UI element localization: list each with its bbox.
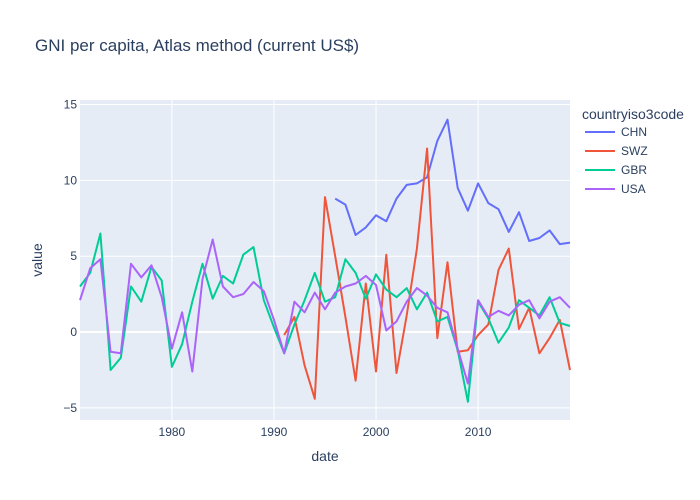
x-tick-label-0: 1980 xyxy=(159,425,186,439)
y-tick-label-4: 15 xyxy=(64,98,78,112)
y-tick-label-2: 5 xyxy=(70,249,77,263)
legend-item-gbr[interactable]: GBR xyxy=(585,163,647,177)
y-tick-label-1: 0 xyxy=(70,325,77,339)
plot-background xyxy=(80,100,570,420)
series-line-usa xyxy=(79,238,571,385)
x-tick-label-3: 2010 xyxy=(465,425,492,439)
y-tick-label-3: 10 xyxy=(64,173,78,187)
x-axis-title: date xyxy=(311,448,338,464)
series-line-chn xyxy=(334,118,571,246)
legend-label-gbr: GBR xyxy=(621,163,647,177)
legend-item-chn[interactable]: CHN xyxy=(585,125,647,139)
y-tick-label-0: −5 xyxy=(63,401,77,415)
y-axis-title: value xyxy=(29,243,45,277)
legend[interactable]: countryiso3code CHN SWZ GBR USA xyxy=(582,106,684,196)
legend-title: countryiso3code xyxy=(582,106,684,122)
chart-title: GNI per capita, Atlas method (current US… xyxy=(35,36,360,55)
legend-label-usa: USA xyxy=(621,182,646,196)
legend-item-usa[interactable]: USA xyxy=(585,182,646,196)
x-tick-label-2: 2000 xyxy=(363,425,390,439)
series-lines xyxy=(79,118,571,403)
legend-label-swz: SWZ xyxy=(621,144,648,158)
series-line-swz xyxy=(283,147,571,400)
legend-label-chn: CHN xyxy=(621,125,647,139)
grid-lines xyxy=(80,100,570,420)
axes: 1980 1990 2000 2010 −5 0 5 10 15 xyxy=(63,98,491,439)
series-line-gbr xyxy=(79,232,571,403)
x-tick-label-1: 1990 xyxy=(261,425,288,439)
legend-item-swz[interactable]: SWZ xyxy=(585,144,648,158)
